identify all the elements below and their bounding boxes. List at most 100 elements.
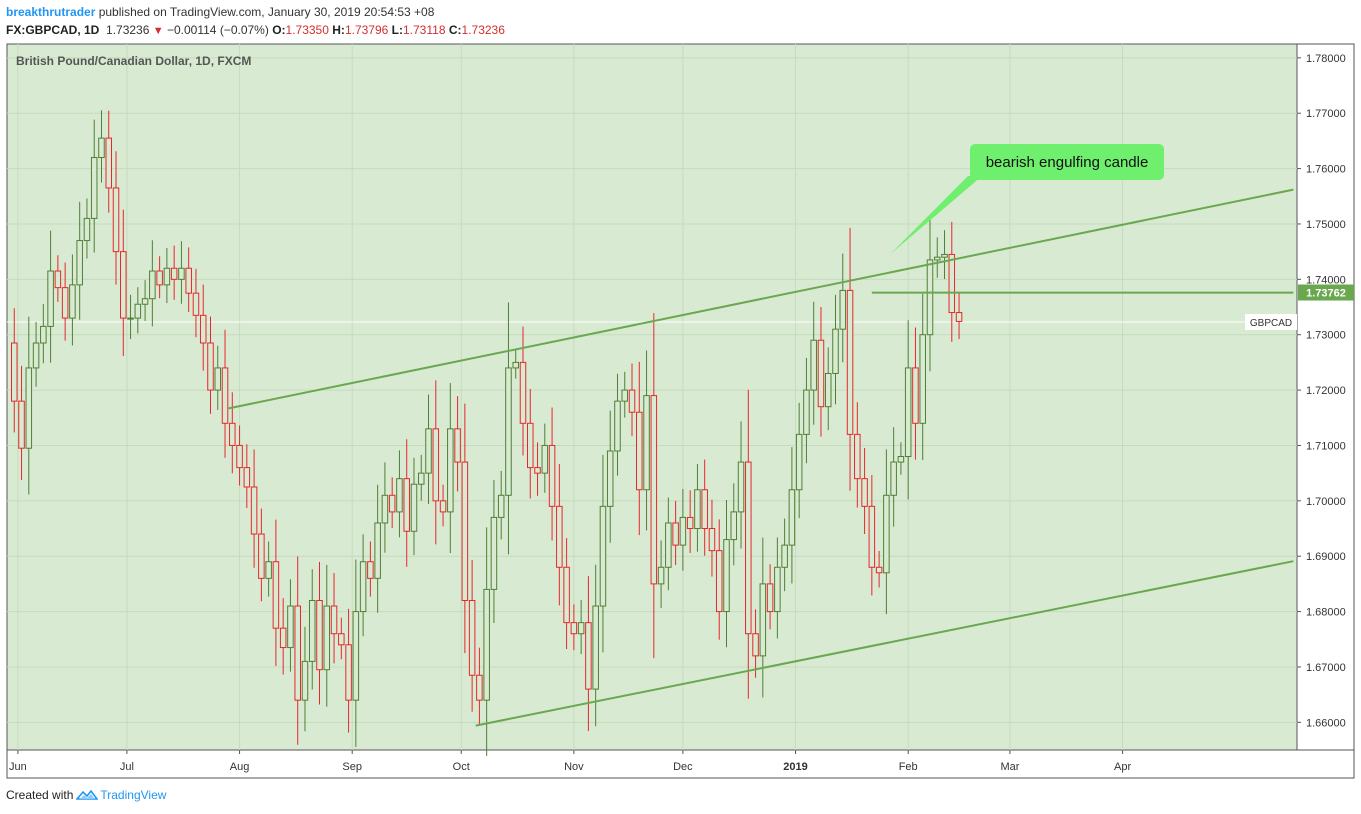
candle-body-129 xyxy=(941,253,948,258)
candle-body-71 xyxy=(519,361,527,424)
symbol-label: FX:GBPCAD, 1D xyxy=(6,23,100,37)
candle-56 xyxy=(410,457,418,556)
y-tick-label-12: 1.66000 xyxy=(1306,717,1346,729)
candle-24 xyxy=(178,241,185,304)
created-with-text: Created with xyxy=(6,788,74,802)
candle-body-42 xyxy=(308,599,316,662)
candle-body-88 xyxy=(643,395,650,491)
candle-body-8 xyxy=(61,287,69,319)
candle-73 xyxy=(534,442,541,496)
candle-101 xyxy=(737,421,745,549)
candle-60 xyxy=(439,484,447,527)
candle-body-125 xyxy=(912,367,919,424)
candle-75 xyxy=(548,407,556,541)
low-value: 1.73118 xyxy=(403,23,446,37)
candle-body-119 xyxy=(868,505,876,568)
candle-42 xyxy=(308,569,316,690)
candle-body-92 xyxy=(672,522,679,546)
tradingview-brand-link[interactable]: TradingView xyxy=(100,788,167,802)
x-tick-label-7: 2019 xyxy=(783,761,807,773)
price-axis[interactable] xyxy=(1296,43,1355,751)
callout-box[interactable] xyxy=(970,144,1164,180)
candle-14 xyxy=(105,110,113,213)
candle-body-31 xyxy=(229,422,236,446)
candle-5 xyxy=(40,303,47,364)
candle-119 xyxy=(868,475,876,596)
y-tick-label-7: 1.71000 xyxy=(1306,440,1346,452)
time-axis[interactable] xyxy=(6,749,1355,779)
candle-131 xyxy=(955,292,963,340)
candle-body-86 xyxy=(628,389,636,413)
candle-85 xyxy=(621,371,629,418)
candle-53 xyxy=(388,477,396,529)
candle-39 xyxy=(287,579,294,672)
candle-body-22 xyxy=(163,267,171,286)
candle-88 xyxy=(643,350,650,531)
candle-body-29 xyxy=(214,367,222,391)
candle-body-19 xyxy=(141,298,149,305)
candle-130 xyxy=(948,221,956,342)
candle-body-11 xyxy=(83,217,91,242)
candle-body-38 xyxy=(279,627,287,649)
candle-body-33 xyxy=(243,467,251,488)
candle-body-16 xyxy=(120,251,127,319)
candle-44 xyxy=(323,564,331,707)
y-tick-label-3: 1.75000 xyxy=(1306,219,1346,231)
candle-1 xyxy=(11,308,18,433)
candle-body-103 xyxy=(752,633,759,657)
candle-body-46 xyxy=(338,633,345,646)
candle-89 xyxy=(650,313,658,659)
y-tick-label-9: 1.69000 xyxy=(1306,551,1346,563)
candle-body-85 xyxy=(621,389,629,402)
candle-41 xyxy=(301,626,309,732)
candle-body-51 xyxy=(374,522,381,579)
candle-body-115 xyxy=(839,289,847,330)
candle-body-70 xyxy=(512,361,519,369)
candle-body-6 xyxy=(47,270,54,327)
candle-body-26 xyxy=(192,292,200,316)
candle-body-67 xyxy=(490,516,498,590)
candle-body-91 xyxy=(665,522,672,568)
candle-6 xyxy=(47,230,54,363)
candle-body-82 xyxy=(599,505,607,607)
candle-7 xyxy=(54,255,62,302)
y-tick-label-8: 1.70000 xyxy=(1306,496,1346,508)
candle-body-80 xyxy=(585,622,592,690)
candle-body-15 xyxy=(112,187,120,253)
candle-body-55 xyxy=(403,478,410,532)
annotation-callout[interactable]: bearish engulfing candle xyxy=(890,144,1164,255)
candle-body-25 xyxy=(185,267,192,294)
candle-body-48 xyxy=(352,611,360,701)
candle-body-79 xyxy=(577,622,585,635)
trendlines[interactable] xyxy=(228,188,1294,727)
candle-body-127 xyxy=(926,259,934,336)
chart-canvas[interactable]: 1.78000 1.77000 1.76000 1.75000 1.74000 1.730… xyxy=(0,0,1361,785)
candle-117 xyxy=(854,402,861,508)
candle-114 xyxy=(832,294,839,405)
author-link[interactable]: breakthrutrader xyxy=(6,5,96,19)
candle-body-87 xyxy=(636,411,643,491)
candle-52 xyxy=(381,462,389,553)
candle-102 xyxy=(745,389,752,699)
candle-19 xyxy=(141,280,149,321)
x-tick-label-1: Jul xyxy=(120,761,134,773)
candle-28 xyxy=(207,316,214,414)
candle-body-34 xyxy=(250,486,258,535)
candle-84 xyxy=(614,373,621,476)
candle-80 xyxy=(585,576,592,731)
candle-118 xyxy=(861,447,868,535)
candle-body-106 xyxy=(774,566,781,613)
published-text: published on TradingView.com, January 30… xyxy=(95,5,435,19)
candle-body-98 xyxy=(715,550,723,613)
candle-112 xyxy=(817,307,825,437)
candle-25 xyxy=(185,247,192,312)
symbol-badge xyxy=(1245,313,1297,330)
candle-body-83 xyxy=(606,450,614,507)
close-label: C: xyxy=(448,23,462,37)
candle-body-28 xyxy=(207,342,214,391)
candle-47 xyxy=(345,608,352,733)
x-tick-label-8: Feb xyxy=(899,761,918,773)
candle-122 xyxy=(890,427,897,527)
candle-body-74 xyxy=(541,444,549,474)
price-badge xyxy=(1298,284,1354,301)
